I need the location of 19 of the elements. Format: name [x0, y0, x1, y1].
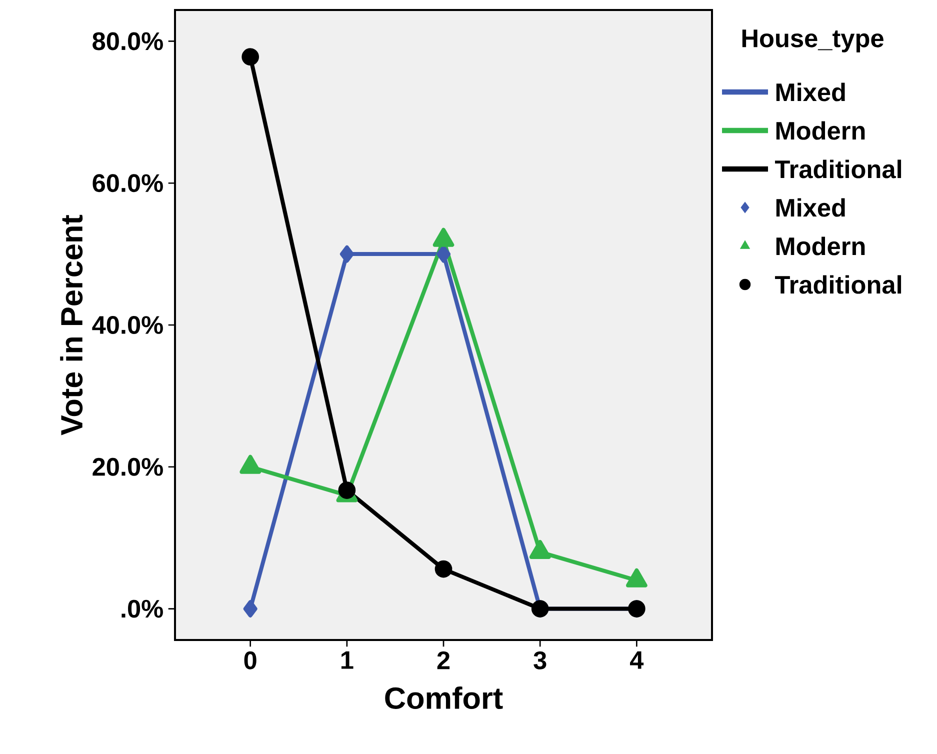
x-tick-label: 3	[534, 651, 546, 670]
legend-title: House_type	[742, 30, 884, 52]
x-tick-label: 2	[437, 651, 450, 670]
y-tick-label: 20.0%	[92, 458, 163, 476]
text: Traditional	[775, 275, 902, 294]
y-tick-label: 80.0%	[92, 32, 163, 50]
x-axis-title: Comfort	[385, 686, 503, 710]
text: Mixed	[776, 82, 845, 102]
legend-label: Modern	[776, 236, 865, 256]
y-tick-label: .0%	[122, 600, 163, 618]
y-tick-label: 40.0%	[92, 316, 163, 334]
y-axis-title: Vote in Percent	[60, 214, 83, 436]
text: Modern	[776, 121, 865, 140]
x-tick-label: 4	[630, 651, 644, 669]
legend-label: Traditional	[775, 160, 902, 178]
x-tick-label: 0	[244, 651, 256, 670]
y-tick-label: 60.0%	[92, 174, 163, 192]
x-tick-label: 1	[341, 651, 354, 669]
legend-label: Mixed	[776, 198, 845, 217]
